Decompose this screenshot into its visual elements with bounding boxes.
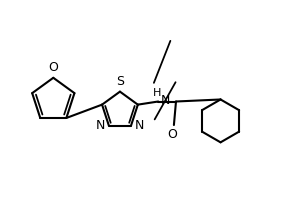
Text: N: N bbox=[134, 119, 144, 132]
Text: H: H bbox=[153, 88, 161, 98]
Text: S: S bbox=[116, 75, 124, 88]
Text: N: N bbox=[96, 119, 106, 132]
Text: O: O bbox=[48, 61, 58, 74]
Text: O: O bbox=[167, 128, 177, 141]
Text: N: N bbox=[160, 94, 170, 107]
